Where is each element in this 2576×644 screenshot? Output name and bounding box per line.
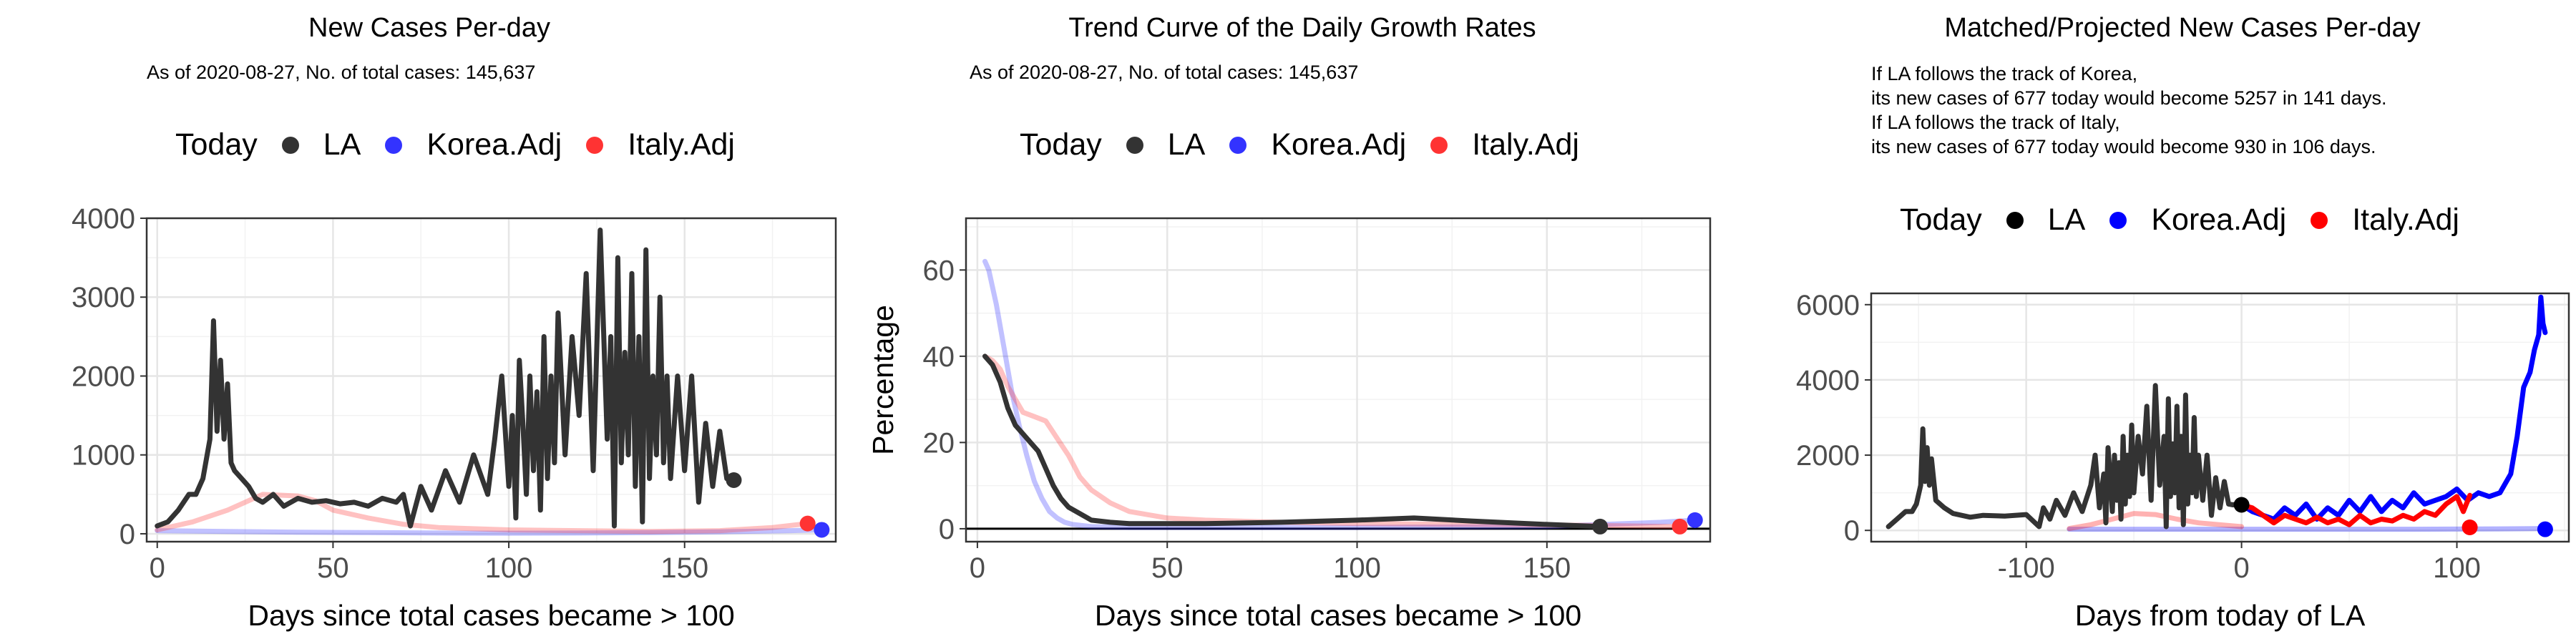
y-tick-label: 2000	[72, 361, 135, 392]
series-line-italy-adj-matched-	[2067, 511, 2245, 532]
chart-svg-growth-rates: 0 50 100 150 0 20 40 60 Days since total cases b…	[867, 217, 1712, 632]
legend-dot-la	[281, 136, 299, 154]
series-line-korea-adj	[982, 258, 1698, 530]
legend-dot-korea	[2109, 211, 2127, 229]
y-tick-label: 4000	[1796, 365, 1860, 396]
y-tick-label: 0	[1844, 515, 1860, 547]
y-axis-label: Percentage	[867, 305, 899, 455]
today-point-italy-adj	[1672, 518, 1688, 535]
y-tick-label: 0	[119, 519, 135, 550]
chart-title: New Cases Per-day	[308, 13, 550, 43]
legend-dot-italy	[586, 136, 604, 154]
legend: Today LA Korea.Adj Italy.Adj	[175, 127, 759, 162]
series-line-korea-adj	[155, 527, 824, 536]
chart-subtitle: As of 2020-08-27, No. of total cases: 14…	[970, 62, 1359, 83]
legend-label-italy: Italy.Adj	[1472, 127, 1579, 162]
legend-item-la: LA	[2006, 203, 2086, 238]
legend-dot-la	[2006, 211, 2024, 229]
plot-border	[145, 217, 837, 543]
legend-dot-korea	[385, 136, 403, 154]
legend-title: Today	[175, 127, 258, 162]
series-line-korea-adj	[2239, 294, 2548, 522]
legend: Today LA Korea.Adj Italy.Adj	[1020, 127, 1604, 162]
legend-dot-la	[1126, 136, 1143, 154]
chart-title: Trend Curve of the Daily Growth Rates	[1068, 13, 1536, 43]
legend-label-italy: Italy.Adj	[628, 127, 735, 162]
legend-label-la: LA	[2047, 203, 2086, 237]
plot-border	[965, 217, 1712, 543]
plot-background	[147, 218, 836, 542]
x-tick-label: 100	[1333, 552, 1381, 584]
plot-background	[966, 218, 1710, 542]
x-axis-label: Days since total cases became > 100	[248, 599, 734, 632]
x-tick-label: 0	[2233, 552, 2249, 584]
x-tick-label: 0	[970, 552, 985, 584]
chart-subtitle: As of 2020-08-27, No. of total cases: 14…	[147, 62, 536, 83]
legend-item-korea: Korea.Adj	[2109, 203, 2286, 238]
y-tick-label: 1000	[72, 440, 135, 472]
today-point-korea-adj	[2537, 521, 2553, 537]
legend-label-korea: Korea.Adj	[426, 127, 562, 162]
chart-title: Matched/Projected New Cases Per-day	[1944, 13, 2421, 43]
x-tick-label: -100	[1998, 552, 2055, 584]
legend-item-korea: Korea.Adj	[1229, 127, 1406, 162]
today-point-korea-adj	[1687, 512, 1703, 528]
chart-svg-new-cases: 0 50 100 150 0 1000 2000 3000 4000 Days since tot…	[72, 203, 837, 632]
panel-growth-rates: Trend Curve of the Daily Growth Rates As…	[859, 0, 1717, 644]
today-point-italy-adj	[2462, 519, 2478, 536]
legend-label-korea: Korea.Adj	[2151, 203, 2287, 237]
series-line-la	[155, 228, 736, 529]
series-line-la	[982, 353, 1603, 530]
today-point-korea-adj	[814, 522, 830, 538]
series-line-italy-adj	[155, 492, 811, 535]
legend-label-la: LA	[323, 127, 361, 162]
series-line-korea-adj-matched-	[2067, 526, 2548, 532]
x-axis-label: Days from today of LA	[2075, 599, 2366, 632]
today-point-la	[1592, 518, 1609, 535]
legend-item-la: LA	[1126, 127, 1206, 162]
y-tick-label: 40	[923, 341, 955, 373]
legend-item-italy: Italy.Adj	[1430, 127, 1579, 162]
y-tick-label: 0	[939, 514, 955, 545]
legend-dot-italy	[2311, 211, 2328, 229]
y-tick-label: 4000	[72, 203, 135, 235]
y-tick-label: 60	[923, 255, 955, 286]
today-point-la	[2233, 497, 2250, 513]
legend: Today LA Korea.Adj Italy.Adj	[1900, 203, 2484, 238]
x-tick-label: 150	[1523, 552, 1571, 584]
legend-dot-italy	[1430, 136, 1448, 154]
x-tick-label: 50	[1151, 552, 1184, 584]
legend-item-italy: Italy.Adj	[2311, 203, 2459, 238]
plot-border	[1870, 292, 2570, 543]
x-tick-label: 150	[660, 552, 708, 584]
y-tick-label: 3000	[72, 282, 135, 313]
panel-projected: Matched/Projected New Cases Per-day If L…	[1717, 0, 2576, 644]
legend-dot-korea	[1229, 136, 1247, 154]
legend-item-korea: Korea.Adj	[385, 127, 562, 162]
series-line-italy-adj	[2239, 492, 2473, 527]
legend-label-la: LA	[1167, 127, 1206, 162]
y-tick-label: 2000	[1796, 440, 1860, 472]
legend-title: Today	[1020, 127, 1102, 162]
panel-new-cases: New Cases Per-day As of 2020-08-27, No. …	[0, 0, 859, 644]
legend-item-italy: Italy.Adj	[586, 127, 735, 162]
x-tick-label: 100	[485, 552, 533, 584]
x-tick-label: 100	[2433, 552, 2481, 584]
legend-item-la: LA	[281, 127, 361, 162]
legend-label-korea: Korea.Adj	[1271, 127, 1407, 162]
y-tick-label: 20	[923, 427, 955, 459]
x-tick-label: 50	[317, 552, 349, 584]
x-axis-label: Days since total cases became > 100	[1095, 599, 1581, 632]
series-line-la	[1885, 383, 2245, 530]
today-point-italy-adj	[799, 515, 816, 532]
legend-title: Today	[1900, 203, 1982, 237]
x-tick-label: 0	[150, 552, 165, 584]
legend-label-italy: Italy.Adj	[2352, 203, 2459, 237]
y-tick-label: 6000	[1796, 290, 1860, 321]
chart-subtitle: If LA follows the track of Korea, its ne…	[1871, 63, 2387, 157]
today-point-la	[726, 472, 742, 489]
